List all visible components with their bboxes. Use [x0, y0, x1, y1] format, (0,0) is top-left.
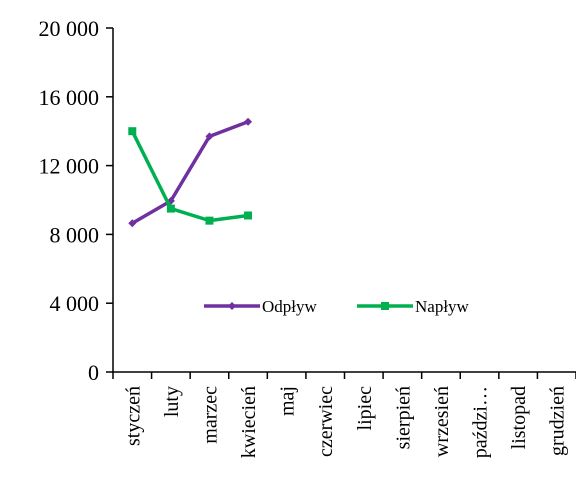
- x-tick-label: sierpień: [392, 386, 414, 449]
- x-tick-label: maj: [277, 386, 299, 416]
- legend-label-nap-yw: Napływ: [415, 297, 470, 316]
- y-tick-label: 8 000: [50, 222, 100, 247]
- series-line-odp-yw: [131, 120, 249, 225]
- x-tick-label: kwiecień: [238, 386, 260, 458]
- data-point-odp-yw: [244, 117, 253, 126]
- data-point-odp-yw: [205, 132, 214, 141]
- data-point-nap-yw: [205, 216, 214, 225]
- y-tick-label: 4 000: [50, 291, 100, 316]
- x-tick-label: wrzesień: [431, 386, 453, 457]
- x-tick-label: styczeń: [122, 386, 144, 446]
- x-tick-label: czerwiec: [315, 386, 337, 457]
- legend-marker-nap-yw: [381, 302, 389, 310]
- y-tick-label: 0: [88, 360, 99, 385]
- y-axis-ticks: 0 4 000 8 000 12 000 16 000 20 000: [39, 16, 113, 385]
- x-tick-label: marzec: [199, 386, 221, 444]
- axes: [112, 28, 576, 373]
- legend: Odpływ Napływ: [204, 297, 470, 316]
- legend-marker-odp-yw: [228, 302, 236, 310]
- data-point-nap-yw: [128, 127, 137, 136]
- x-axis-ticks: styczeń luty marzec kwiecień maj czerwiec lipi…: [112, 372, 576, 458]
- x-tick-label: luty: [161, 386, 183, 417]
- series-group: [128, 117, 253, 228]
- x-tick-label: paździ…: [470, 386, 492, 458]
- y-tick-label: 12 000: [39, 154, 100, 179]
- series-line-nap-yw: [130, 130, 249, 223]
- data-point-nap-yw: [166, 204, 175, 213]
- x-tick-label: listopad: [508, 386, 530, 449]
- legend-label-odp-yw: Odpływ: [262, 297, 318, 316]
- x-tick-label: lipiec: [354, 386, 376, 431]
- y-tick-label: 20 000: [39, 16, 100, 41]
- data-point-odp-yw: [128, 219, 137, 228]
- x-tick-label: grudzień: [547, 386, 569, 456]
- data-point-nap-yw: [244, 211, 253, 220]
- y-tick-label: 16 000: [39, 85, 100, 110]
